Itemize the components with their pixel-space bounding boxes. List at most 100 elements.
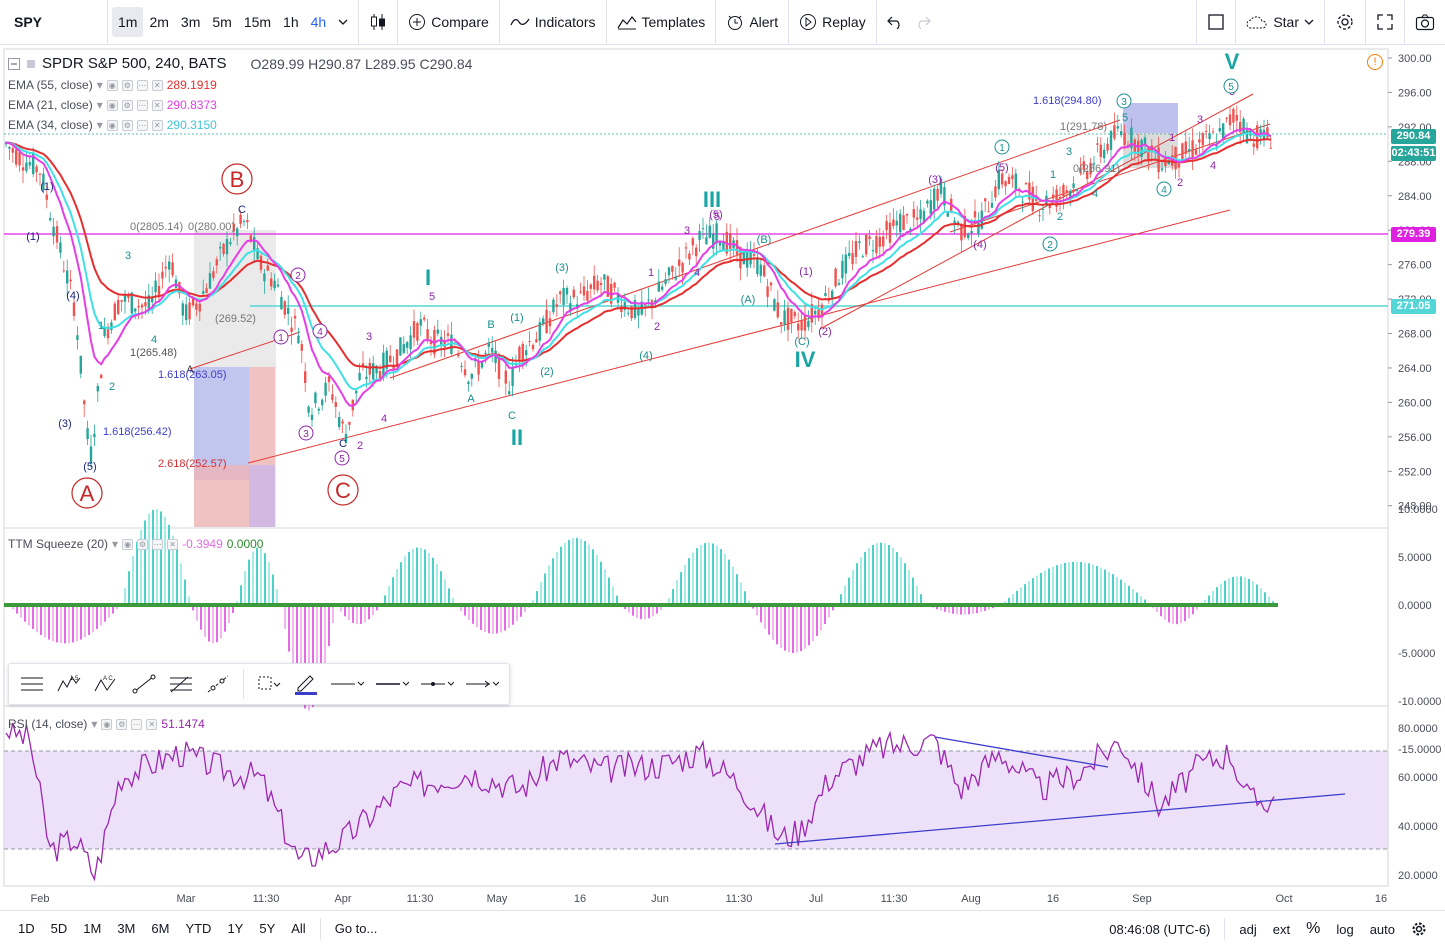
time-axis[interactable]: Feb Mar 11:30 Apr 11:30 May 16 Jun 11:30 Jul 11:30… bbox=[31, 893, 1388, 905]
collapse-icon[interactable] bbox=[8, 57, 20, 70]
fullscreen-square-button[interactable] bbox=[1201, 7, 1231, 37]
eye-icon[interactable]: ◉ bbox=[122, 538, 134, 550]
channel-lines[interactable] bbox=[189, 93, 1271, 464]
indicators-button[interactable]: Indicators bbox=[504, 7, 602, 37]
elliott-impulse-tool[interactable]: 1 5 bbox=[52, 667, 85, 701]
line-ends-select[interactable] bbox=[417, 669, 458, 699]
eye-icon[interactable]: ◉ bbox=[106, 79, 118, 91]
interval-3m[interactable]: 3m bbox=[180, 14, 201, 30]
close-icon[interactable]: ✕ bbox=[167, 538, 179, 550]
fib-tool[interactable] bbox=[164, 667, 197, 701]
close-icon[interactable]: ✕ bbox=[151, 119, 163, 131]
range-5d[interactable]: 5D bbox=[50, 921, 68, 936]
more-icon[interactable]: ⋯ bbox=[131, 718, 143, 730]
compare-button[interactable]: Compare bbox=[402, 7, 495, 37]
chart-type-button[interactable] bbox=[363, 7, 393, 37]
fullscreen-button[interactable] bbox=[1370, 7, 1400, 37]
magnet-tool[interactable] bbox=[252, 667, 285, 701]
interval-4h[interactable]: 4h bbox=[310, 14, 327, 30]
snapshot-button[interactable] bbox=[1409, 7, 1441, 37]
eye-icon[interactable]: ◉ bbox=[106, 119, 118, 131]
ema21-line[interactable] bbox=[5, 127, 1272, 408]
horizontal-lines-tool[interactable] bbox=[15, 667, 48, 701]
adj-toggle[interactable]: adj bbox=[1239, 921, 1257, 937]
gear-icon[interactable]: ⚙ bbox=[116, 718, 128, 730]
close-icon[interactable]: ✕ bbox=[146, 718, 158, 730]
gear-icon[interactable]: ⚙ bbox=[121, 119, 133, 131]
range-all[interactable]: All bbox=[291, 921, 306, 936]
interval-dropdown[interactable] bbox=[332, 7, 354, 37]
range-3m[interactable]: 3M bbox=[117, 921, 136, 936]
range-5y[interactable]: 5Y bbox=[259, 921, 276, 936]
color-picker[interactable] bbox=[289, 667, 322, 701]
ema34-legend[interactable]: EMA (34, close) ▾ ◉ ⚙ ⋯ ✕ 290.3150 bbox=[8, 118, 217, 132]
chart-settings-button[interactable] bbox=[1403, 914, 1435, 944]
goto-button[interactable]: Go to... bbox=[334, 921, 378, 936]
interval-1h[interactable]: 1h bbox=[283, 14, 299, 30]
eye-icon[interactable]: ◉ bbox=[106, 99, 118, 111]
ray-tool[interactable] bbox=[202, 667, 235, 701]
ext-toggle[interactable]: ext bbox=[1272, 921, 1291, 937]
chevron-down-icon[interactable]: ▾ bbox=[96, 98, 103, 112]
ema55-legend[interactable]: EMA (55, close) ▾ ◉ ⚙ ⋯ ✕ 289.1919 bbox=[8, 78, 217, 92]
chart-canvas[interactable]: 300.00296.00292.00288.00284.00280.00276.… bbox=[0, 45, 1445, 910]
templates-button[interactable]: Templates bbox=[611, 7, 712, 37]
gear-icon[interactable]: ⚙ bbox=[121, 99, 133, 111]
chevron-down-icon[interactable]: ▾ bbox=[96, 118, 103, 132]
squeeze-bar bbox=[644, 605, 646, 620]
range-1y[interactable]: 1Y bbox=[227, 921, 244, 936]
price-axis[interactable]: 300.00296.00292.00288.00284.00280.00276.… bbox=[1388, 53, 1441, 882]
close-icon[interactable]: ✕ bbox=[151, 79, 163, 91]
auto-toggle[interactable]: auto bbox=[1369, 921, 1395, 937]
elliott-correction-tool[interactable]: A C bbox=[90, 667, 123, 701]
range-6m[interactable]: 6M bbox=[151, 921, 170, 936]
chevron-down-icon[interactable]: ▾ bbox=[91, 717, 98, 731]
redo-button[interactable] bbox=[909, 7, 937, 37]
gear-icon[interactable]: ⚙ bbox=[137, 538, 149, 550]
squeeze-legend[interactable]: TTM Squeeze (20) ▾ ◉ ⚙ ⋯ ✕ -0.3949 0.000… bbox=[8, 537, 263, 551]
trendline-tool[interactable] bbox=[127, 667, 160, 701]
chevron-down-icon[interactable]: ▾ bbox=[112, 537, 119, 551]
range-ytd[interactable]: YTD bbox=[185, 921, 212, 936]
line-style-solid[interactable] bbox=[326, 669, 367, 699]
settings-button[interactable] bbox=[1329, 7, 1361, 37]
fib-boxes[interactable] bbox=[194, 103, 1178, 527]
ema21-legend[interactable]: EMA (21, close) ▾ ◉ ⚙ ⋯ ✕ 290.8373 bbox=[8, 98, 217, 112]
candle-body bbox=[851, 253, 854, 265]
replay-button[interactable]: Replay bbox=[793, 7, 872, 37]
range-1d[interactable]: 1D bbox=[18, 921, 35, 936]
rsi-legend[interactable]: RSI (14, close) ▾ ◉ ⚙ ⋯ ✕ 51.1474 bbox=[8, 717, 205, 731]
interval-5m[interactable]: 5m bbox=[212, 14, 232, 30]
star-layout-button[interactable]: Star bbox=[1240, 7, 1320, 37]
more-icon[interactable]: ⋯ bbox=[152, 538, 164, 550]
close-icon[interactable]: ✕ bbox=[151, 99, 163, 111]
alert-button[interactable]: Alert bbox=[720, 7, 784, 37]
more-icon[interactable]: ⋯ bbox=[136, 99, 148, 111]
rsi-resistance-trendline[interactable] bbox=[934, 736, 1109, 768]
candle-body bbox=[157, 285, 161, 296]
percent-toggle[interactable]: % bbox=[1306, 920, 1321, 937]
more-icon[interactable]: ⋯ bbox=[136, 79, 148, 91]
line-arrow-select[interactable] bbox=[462, 669, 503, 699]
candle-body bbox=[147, 295, 150, 309]
interval-1m[interactable]: 1m bbox=[112, 7, 144, 37]
undo-button[interactable] bbox=[881, 7, 909, 37]
rsi-support-trendline[interactable] bbox=[774, 793, 1346, 845]
alert-warning-icon[interactable]: ! bbox=[1367, 54, 1383, 70]
eye-icon[interactable]: ◉ bbox=[101, 718, 113, 730]
more-icon[interactable]: ⋯ bbox=[136, 119, 148, 131]
symbol-search[interactable]: SPY bbox=[0, 0, 108, 45]
chevron-down-icon[interactable]: ▾ bbox=[96, 78, 103, 92]
rsi-line[interactable] bbox=[5, 722, 1275, 882]
range-1m[interactable]: 1M bbox=[83, 921, 102, 936]
squeeze-bar bbox=[40, 605, 42, 636]
wave-circle bbox=[221, 163, 253, 195]
squeeze-bar bbox=[316, 605, 318, 699]
interval-2m[interactable]: 2m bbox=[149, 14, 169, 30]
interval-15m[interactable]: 15m bbox=[243, 14, 272, 30]
gear-icon[interactable]: ⚙ bbox=[121, 79, 133, 91]
chart-area[interactable]: 300.00296.00292.00288.00284.00280.00276.… bbox=[0, 45, 1445, 946]
log-toggle[interactable]: log bbox=[1336, 921, 1354, 937]
clock-timezone[interactable]: 08:46:08 (UTC-6) bbox=[1109, 921, 1211, 937]
line-width-select[interactable] bbox=[372, 669, 413, 699]
